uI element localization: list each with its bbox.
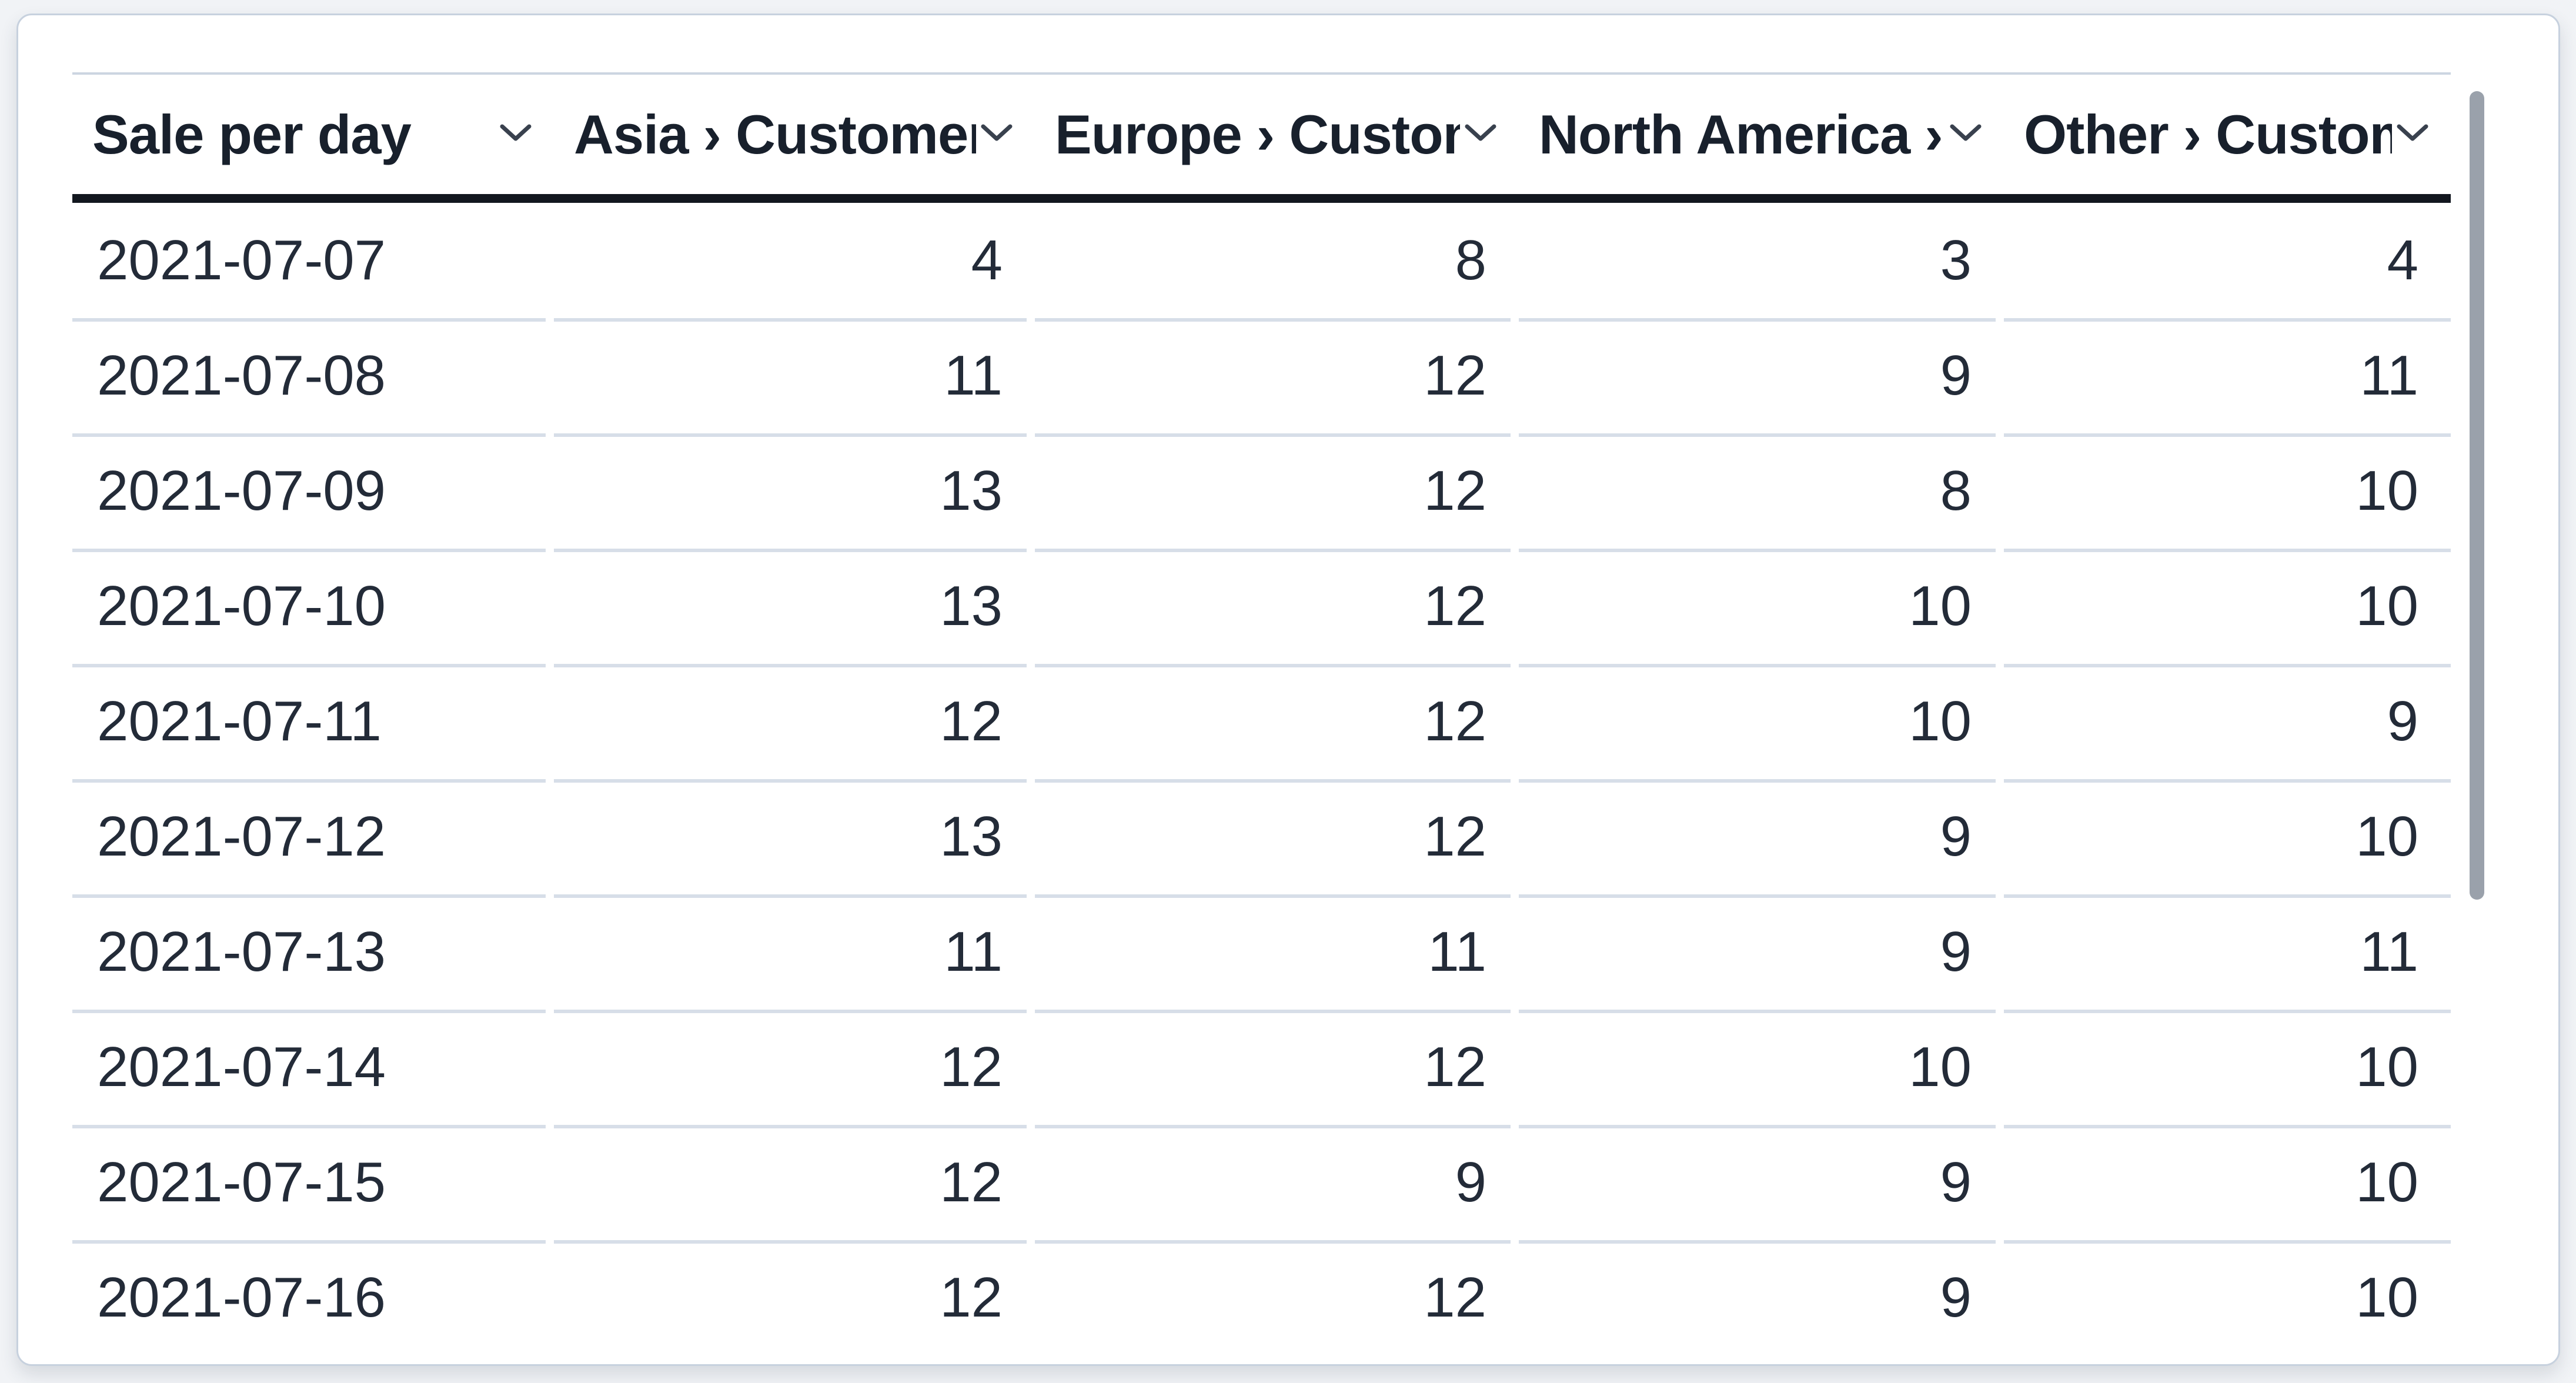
column-header-sale-per-day[interactable]: Sale per day xyxy=(72,75,554,194)
value-cell: 10 xyxy=(1519,664,2004,779)
column-header-other-customers[interactable]: Other › Customers xyxy=(2004,75,2451,194)
value-cell: 13 xyxy=(554,433,1035,549)
column-header-label: Asia › Customers xyxy=(574,103,976,165)
date-cell: 2021-07-14 xyxy=(72,1010,554,1125)
table-card: Sale per day Asia › Customers Europe › C… xyxy=(16,14,2560,1366)
date-cell: 2021-07-11 xyxy=(72,664,554,779)
date-cell: 2021-07-13 xyxy=(72,894,554,1010)
value-cell: 9 xyxy=(1519,1125,2004,1240)
value-cell: 8 xyxy=(1519,433,2004,549)
value-cell: 12 xyxy=(554,1125,1035,1240)
value-cell: 9 xyxy=(1519,894,2004,1010)
value-cell: 11 xyxy=(1035,894,1519,1010)
column-header-label: Other › Customers xyxy=(2024,103,2392,165)
value-cell: 12 xyxy=(554,1010,1035,1125)
chevron-down-icon[interactable] xyxy=(1949,123,1983,146)
value-cell: 10 xyxy=(2004,1010,2451,1125)
date-cell: 2021-07-08 xyxy=(72,318,554,433)
value-cell: 12 xyxy=(1035,433,1519,549)
value-cell: 9 xyxy=(1035,1125,1519,1240)
value-cell: 12 xyxy=(1035,549,1519,664)
column-header-europe-customers[interactable]: Europe › Customers xyxy=(1035,75,1519,194)
value-cell: 10 xyxy=(2004,549,2451,664)
value-cell: 9 xyxy=(2004,664,2451,779)
table-row: 2021-07-13 11 11 9 11 xyxy=(72,894,2451,1010)
table-row: 2021-07-16 12 12 9 10 xyxy=(72,1240,2451,1355)
chevron-down-icon[interactable] xyxy=(499,123,533,146)
table-row: 2021-07-08 11 12 9 11 xyxy=(72,318,2451,433)
table-row: 2021-07-10 13 12 10 10 xyxy=(72,549,2451,664)
value-cell: 9 xyxy=(1519,1240,2004,1355)
column-header-label: Europe › Customers xyxy=(1055,103,1460,165)
column-header-label: North America › Customers xyxy=(1539,103,1945,165)
value-cell: 10 xyxy=(2004,1125,2451,1240)
table-row: 2021-07-12 13 12 9 10 xyxy=(72,779,2451,894)
value-cell: 12 xyxy=(1035,779,1519,894)
value-cell: 12 xyxy=(554,1240,1035,1355)
value-cell: 10 xyxy=(2004,433,2451,549)
value-cell: 13 xyxy=(554,549,1035,664)
column-header-asia-customers[interactable]: Asia › Customers xyxy=(554,75,1035,194)
chevron-down-icon[interactable] xyxy=(2395,123,2430,146)
table-body: 2021-07-07 4 8 3 4 2021-07-08 11 12 9 11… xyxy=(72,203,2451,1355)
value-cell: 11 xyxy=(2004,318,2451,433)
chevron-down-icon[interactable] xyxy=(1464,123,1498,146)
date-cell: 2021-07-16 xyxy=(72,1240,554,1355)
value-cell: 12 xyxy=(1035,1010,1519,1125)
value-cell: 10 xyxy=(1519,1010,2004,1125)
value-cell: 8 xyxy=(1455,229,1486,292)
date-cell: 2021-07-15 xyxy=(72,1125,554,1240)
column-header-label: Sale per day xyxy=(92,103,412,165)
table-row: 2021-07-14 12 12 10 10 xyxy=(72,1010,2451,1125)
value-cell: 13 xyxy=(554,779,1035,894)
value-cell: 12 xyxy=(1035,318,1519,433)
value-cell: 10 xyxy=(1519,549,2004,664)
column-header-north-america-customers[interactable]: North America › Customers xyxy=(1519,75,2004,194)
value-cell: 9 xyxy=(1519,779,2004,894)
chevron-down-icon[interactable] xyxy=(980,123,1014,146)
value-cell: 4 xyxy=(971,229,1003,292)
table-row: 2021-07-15 12 9 9 10 xyxy=(72,1125,2451,1240)
value-cell: 3 xyxy=(1940,229,1972,292)
value-cell: 10 xyxy=(2004,779,2451,894)
value-cell: 12 xyxy=(554,664,1035,779)
table-row: 2021-07-11 12 12 10 9 xyxy=(72,664,2451,779)
date-cell: 2021-07-07 xyxy=(97,229,386,292)
value-cell: 4 xyxy=(2387,229,2418,292)
value-cell: 12 xyxy=(1035,664,1519,779)
value-cell: 11 xyxy=(554,894,1035,1010)
table-row: 2021-07-09 13 12 8 10 xyxy=(72,433,2451,549)
value-cell: 11 xyxy=(2004,894,2451,1010)
date-cell: 2021-07-10 xyxy=(72,549,554,664)
date-cell: 2021-07-09 xyxy=(72,433,554,549)
value-cell: 12 xyxy=(1035,1240,1519,1355)
value-cell: 9 xyxy=(1519,318,2004,433)
sales-table: Sale per day Asia › Customers Europe › C… xyxy=(72,72,2451,1355)
table-header-row: Sale per day Asia › Customers Europe › C… xyxy=(72,72,2451,203)
vertical-scrollbar-thumb[interactable] xyxy=(2470,91,2484,900)
value-cell: 10 xyxy=(2004,1240,2451,1355)
table-row: 2021-07-07 4 8 3 4 xyxy=(72,203,2451,318)
date-cell: 2021-07-12 xyxy=(72,779,554,894)
value-cell: 11 xyxy=(554,318,1035,433)
